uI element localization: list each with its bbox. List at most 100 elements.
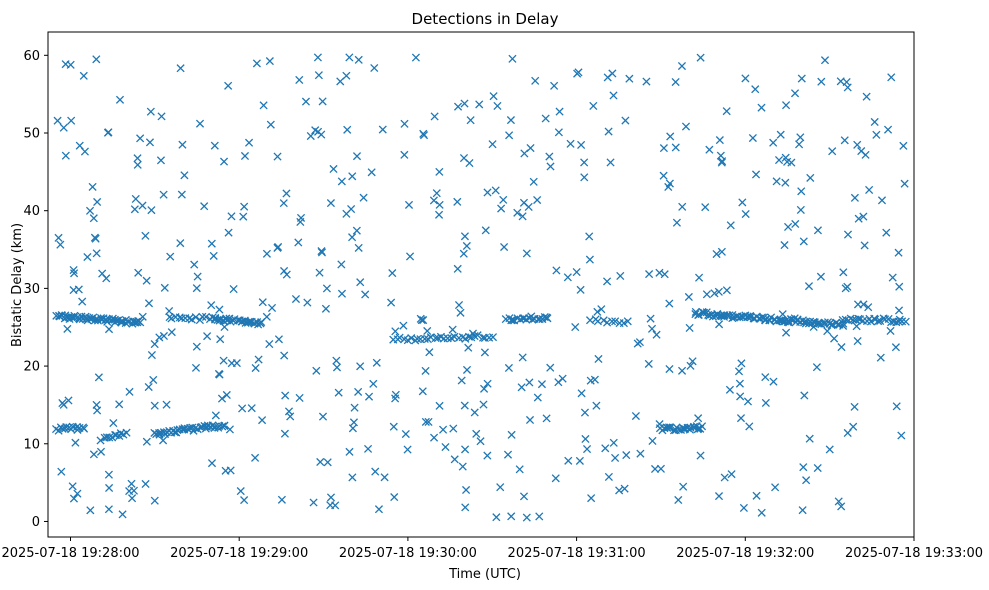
data-point [321, 304, 330, 313]
data-point [92, 55, 101, 64]
data-point [295, 393, 304, 402]
data-point [761, 316, 770, 325]
data-point [790, 314, 799, 323]
data-point [621, 116, 630, 125]
data-point [71, 438, 80, 447]
data-point [727, 470, 736, 479]
data-point [518, 353, 527, 362]
data-point [280, 351, 289, 360]
data-point [232, 359, 241, 368]
data-point [545, 152, 554, 161]
data-point [518, 212, 527, 221]
data-point [834, 497, 843, 506]
data-point [399, 321, 408, 330]
data-point [757, 103, 766, 112]
data-point [734, 367, 744, 376]
data-point [387, 298, 396, 307]
data-point [448, 325, 457, 334]
data-point [577, 389, 586, 398]
data-point [359, 193, 368, 202]
data-point [679, 482, 688, 491]
data-points [52, 53, 910, 522]
data-point [425, 348, 434, 357]
data-point [240, 202, 249, 211]
data-point [472, 429, 481, 438]
data-point [804, 282, 814, 291]
data-point [872, 130, 881, 139]
data-point [852, 322, 861, 331]
data-point [606, 158, 615, 167]
data-point [655, 420, 664, 429]
data-point [244, 317, 253, 326]
data-point [369, 379, 378, 388]
data-point [69, 494, 79, 503]
data-point [370, 63, 379, 73]
data-point [859, 212, 868, 221]
data-point [828, 147, 837, 156]
data-point [508, 315, 517, 325]
data-point [430, 112, 439, 121]
data-point [104, 470, 113, 479]
data-point [343, 125, 352, 134]
data-point [715, 320, 724, 329]
data-point [787, 158, 796, 167]
data-point [251, 453, 260, 462]
data-point [850, 402, 859, 411]
data-point [782, 328, 791, 337]
data-point [479, 400, 488, 409]
data-point [222, 390, 231, 400]
data-point [790, 89, 800, 98]
data-point [735, 379, 744, 388]
data-point [499, 195, 508, 204]
data-point [694, 424, 703, 433]
data-point [441, 442, 450, 452]
y-axis: 0 10 20 30 40 50 60 [23, 49, 48, 530]
x-tick-label: 2025-07-18 19:33:00 [845, 546, 983, 561]
data-point [508, 54, 517, 63]
chart-title: Detections in Delay [412, 10, 559, 28]
data-point [419, 129, 428, 138]
data-point [147, 350, 156, 360]
data-point [900, 179, 909, 188]
data-point [468, 329, 478, 338]
data-point [695, 273, 704, 282]
data-point [130, 205, 139, 214]
data-point [240, 151, 250, 161]
data-point [144, 382, 153, 392]
data-point [277, 495, 286, 504]
data-point [480, 348, 489, 357]
data-point [492, 513, 501, 522]
data-point [456, 308, 465, 317]
data-point [483, 379, 492, 388]
data-point [677, 366, 687, 375]
data-point [80, 147, 89, 156]
data-point [488, 333, 498, 342]
data-point [166, 252, 175, 261]
data-point [846, 314, 855, 323]
data-point [180, 171, 189, 180]
data-point [702, 290, 711, 299]
data-point [525, 378, 534, 387]
data-point [830, 334, 839, 343]
data-point [220, 421, 229, 431]
data-point [229, 284, 238, 294]
data-point [262, 312, 271, 321]
data-point [136, 134, 145, 143]
data-point [400, 119, 409, 128]
data-point [364, 392, 374, 401]
data-point [636, 449, 645, 458]
data-point [449, 424, 458, 433]
data-point [861, 150, 870, 159]
data-point [796, 133, 805, 142]
data-point [714, 287, 723, 296]
data-point [145, 138, 155, 147]
data-point [265, 57, 274, 66]
data-point [454, 301, 464, 310]
data-point [507, 512, 516, 521]
data-point [483, 188, 492, 197]
data-point [642, 77, 651, 86]
data-point [593, 307, 602, 316]
data-point [475, 100, 484, 109]
data-point [258, 298, 267, 307]
data-point [672, 218, 681, 227]
